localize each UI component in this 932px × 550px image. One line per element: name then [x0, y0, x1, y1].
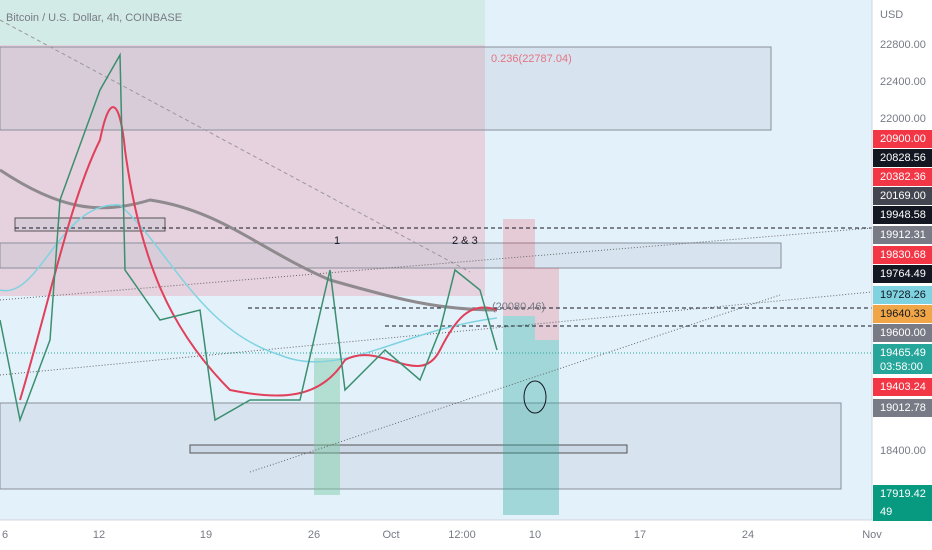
time-label: 19: [200, 529, 212, 541]
price-tag-bg: [873, 130, 932, 148]
price-tag-bg: [873, 286, 932, 304]
price-tick: 22400.00: [880, 76, 926, 88]
stop-zone: [535, 268, 559, 340]
price-tag: 19764.49: [880, 268, 926, 280]
price-tag: 19728.26: [880, 289, 926, 301]
price-tag: 19912.31: [880, 229, 926, 241]
title: Bitcoin / U.S. Dollar, 4h, COINBASE: [6, 12, 182, 24]
target-zone: [535, 340, 559, 515]
price-tag: 19600.00: [880, 327, 926, 339]
circle-mark: [523, 380, 547, 414]
trend-line: [0, 291, 873, 376]
price-tag: 19640.33: [880, 308, 926, 320]
time-label: 26: [308, 529, 320, 541]
time-label: Oct: [382, 529, 399, 541]
wave-label: 2 & 3: [452, 235, 478, 247]
stop-zone: [503, 219, 535, 316]
box: [189, 444, 628, 454]
time-label: 12: [93, 529, 105, 541]
price-tick: 18400.00: [880, 445, 926, 457]
time-label: 12:00: [448, 529, 476, 541]
level-label: (20080.46): [492, 301, 545, 313]
price-tag-bg: [873, 226, 932, 244]
price-tag-bg: [873, 485, 932, 503]
price-path: [0, 52, 498, 423]
price-tag-bg: [873, 265, 932, 283]
price-tag: 20169.00: [880, 190, 926, 202]
fib-label: 0.236(22787.04): [491, 53, 572, 65]
trend-line: [0, 227, 873, 301]
price-tag: 19830.68: [880, 249, 926, 261]
currency: USD: [880, 9, 903, 21]
time-label: 10: [529, 529, 541, 541]
price-tag-bg: [873, 399, 932, 417]
box: [0, 402, 842, 490]
price-tag-bg: [873, 324, 932, 342]
time-label: Nov: [862, 529, 882, 541]
wave-label: 1: [334, 235, 340, 247]
price-tick: 22000.00: [880, 113, 926, 125]
price-tag: 20900.00: [880, 133, 926, 145]
price-tick: 22800.00: [880, 39, 926, 51]
trend-line: [249, 294, 781, 473]
price-tag: 17919.42: [880, 488, 926, 500]
price-tag-bg: [873, 305, 932, 323]
trend-line: [0, 19, 471, 273]
ma-mid: [0, 204, 498, 363]
price-tag-bg: [873, 344, 932, 374]
price-tag-bg: [873, 168, 932, 186]
target-zone: [503, 316, 535, 515]
box: [0, 242, 782, 269]
price-tag: 49: [880, 506, 892, 518]
ma-slow: [0, 168, 498, 312]
price-tag: 19948.58: [880, 209, 926, 221]
time-label: 17: [634, 529, 646, 541]
price-tag-bg: [873, 503, 932, 521]
price-tag-bg: [873, 187, 932, 205]
price-tag-bg: [873, 246, 932, 264]
zone-top: [0, 0, 485, 45]
price-tag: 20828.56: [880, 152, 926, 164]
price-tag: 20382.36: [880, 171, 926, 183]
time-label: 24: [742, 529, 754, 541]
countdown: 03:58:00: [880, 361, 923, 373]
price-tag-bg: [873, 378, 932, 396]
price-tag: 19012.78: [880, 402, 926, 414]
box: [0, 46, 772, 131]
highlight: [314, 358, 340, 495]
price-tag-bg: [873, 149, 932, 167]
price-tag: 19465.49: [880, 347, 926, 359]
time-label: 6: [2, 529, 8, 541]
price-tag: 19403.24: [880, 381, 926, 393]
price-tag-bg: [873, 206, 932, 224]
zone-pink: [0, 45, 485, 296]
